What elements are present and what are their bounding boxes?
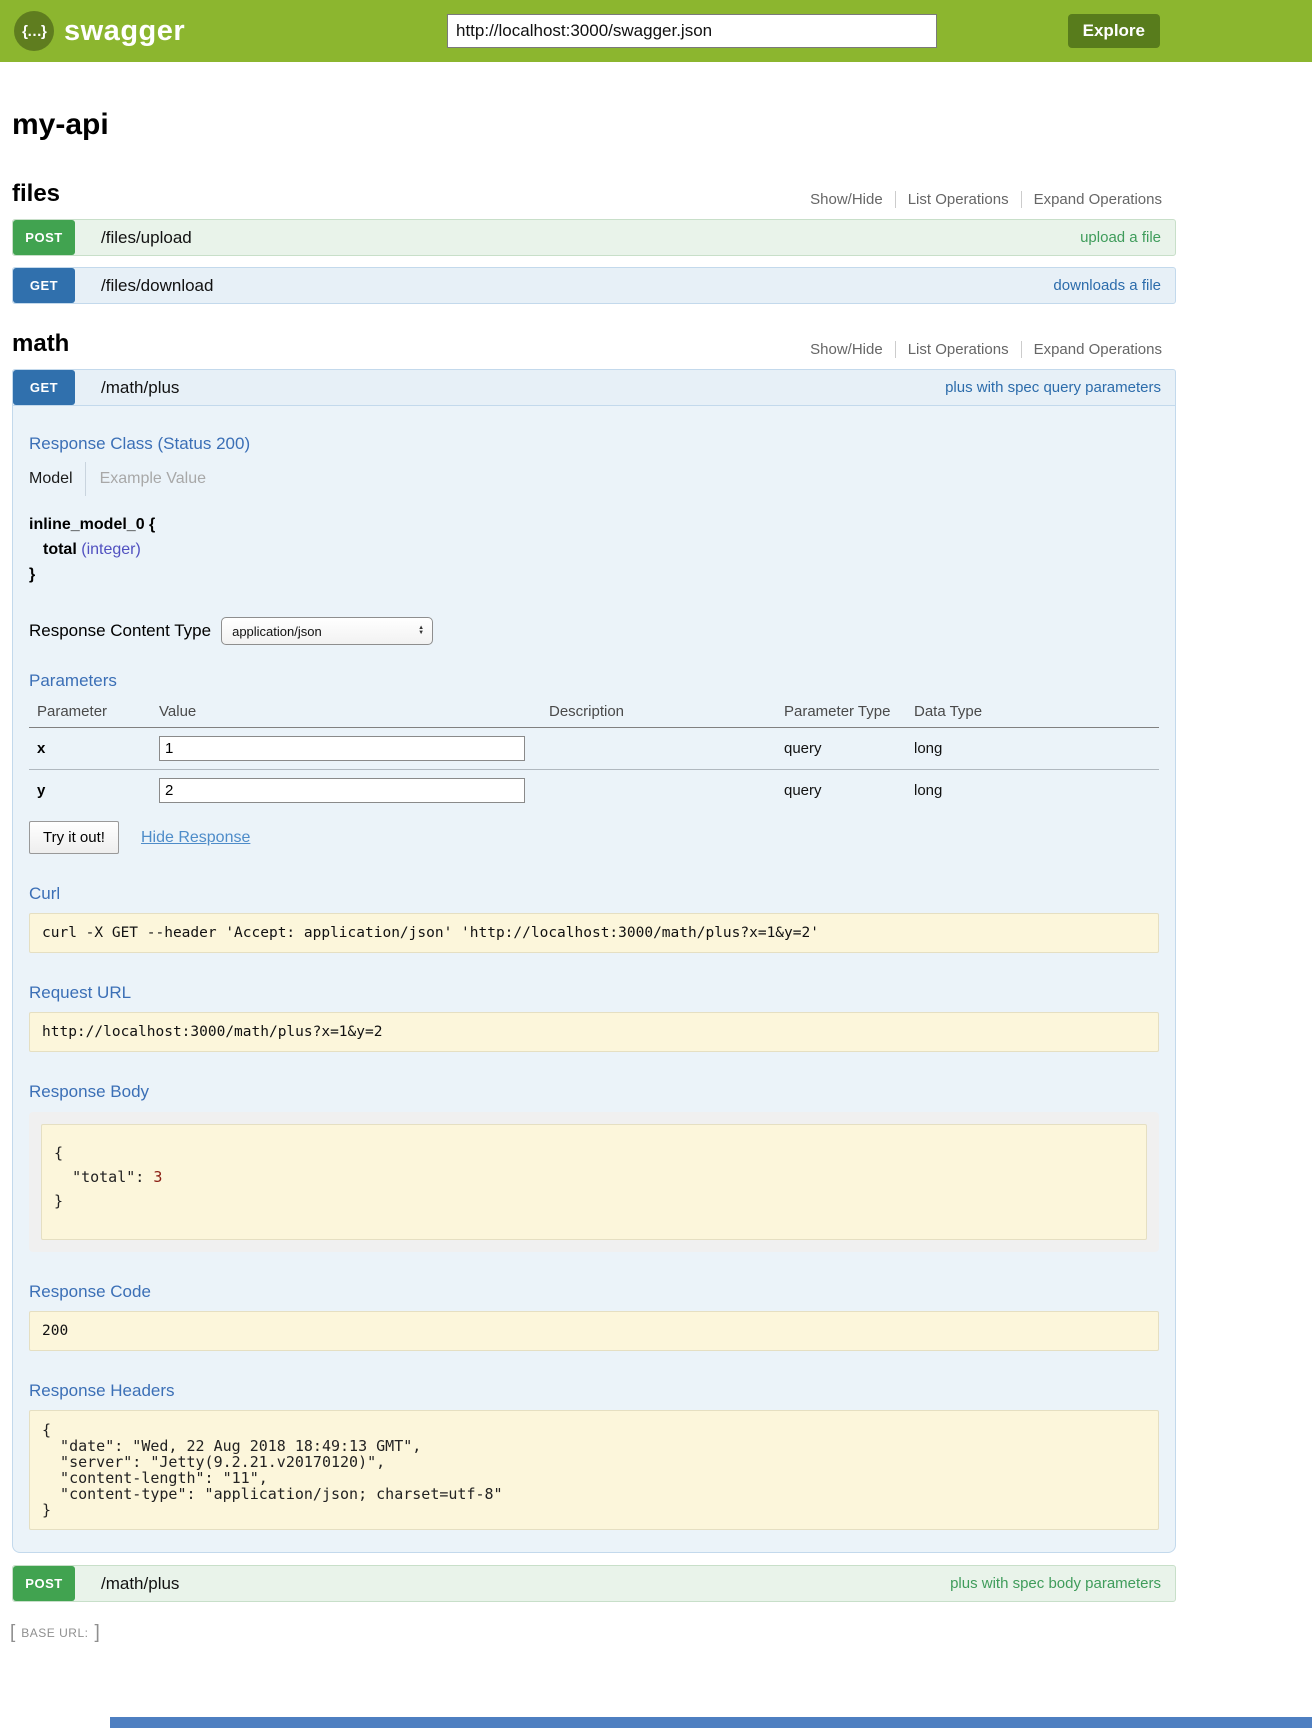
response-body-heading: Response Body (29, 1082, 150, 1101)
request-url-heading: Request URL (29, 983, 132, 1002)
swagger-logo-link[interactable]: {…} swagger (14, 11, 185, 51)
math-section: math Show/Hide List Operations Expand Op… (12, 330, 1176, 1602)
response-body-wrapper: { "total": 3 } (29, 1112, 1159, 1252)
files-section: files Show/Hide List Operations Expand O… (12, 180, 1176, 304)
model-prop-type: (integer) (81, 541, 141, 558)
param-x-input[interactable] (159, 736, 525, 761)
base-url-footer: [ BASE URL: ] (10, 1622, 1312, 1644)
divider (894, 341, 896, 358)
param-name: y (37, 782, 46, 799)
param-name: x (37, 740, 46, 757)
model-close: } (29, 566, 36, 583)
response-headers-heading: Response Headers (29, 1381, 175, 1400)
curl-command: curl -X GET --header 'Accept: applicatio… (29, 913, 1159, 953)
model-signature: inline_model_0 { total (integer) } (29, 512, 1159, 587)
request-url-value: http://localhost:3000/math/plus?x=1&y=2 (29, 1012, 1159, 1052)
col-parameter-type: Parameter Type (784, 703, 891, 720)
response-headers-box: { "date": "Wed, 22 Aug 2018 18:49:13 GMT… (29, 1410, 1159, 1530)
model-prop-name: total (43, 541, 77, 558)
parameters-heading: Parameters (29, 671, 117, 690)
curl-heading: Curl (29, 884, 61, 903)
param-type: query (784, 782, 822, 799)
partial-blue-bar (110, 1717, 1312, 1728)
operation-row-get-files-download[interactable]: GET /files/download downloads a file (12, 267, 1176, 304)
method-badge-post: POST (13, 220, 75, 255)
list-operations-link[interactable]: List Operations (907, 341, 1009, 358)
response-code-value: 200 (29, 1311, 1159, 1351)
list-operations-link[interactable]: List Operations (907, 191, 1009, 208)
operation-path-link[interactable]: /files/upload (101, 227, 192, 247)
spec-url-input[interactable] (447, 14, 937, 48)
operation-row-post-files-upload[interactable]: POST /files/upload upload a file (12, 219, 1176, 256)
bracket-close: ] (94, 1622, 100, 1643)
response-code-heading: Response Code (29, 1282, 151, 1301)
col-data-type: Data Type (914, 703, 983, 720)
operation-path-link[interactable]: /files/download (101, 275, 214, 295)
tab-model[interactable]: Model (29, 470, 73, 487)
header-bar: {…} swagger Explore (0, 0, 1312, 62)
base-url-label: BASE URL: (21, 1626, 89, 1640)
tab-example-value[interactable]: Example Value (84, 462, 206, 496)
brand-name: swagger (64, 14, 186, 47)
parameters-table: Parameter Value Description Parameter Ty… (29, 699, 1159, 811)
param-type: query (784, 740, 822, 757)
page-title: my-api (12, 108, 109, 141)
col-description: Description (549, 703, 625, 720)
section-title-math: math (12, 330, 70, 357)
operation-expanded-panel: Response Class (Status 200) Model Exampl… (12, 406, 1176, 1553)
section-title-files: files (12, 180, 61, 207)
parameters-table-header: Parameter Value Description Parameter Ty… (29, 699, 1159, 728)
method-badge-get: GET (13, 370, 75, 405)
swagger-brace-icon: {…} (14, 11, 54, 51)
method-badge-get: GET (13, 268, 75, 303)
show-hide-link[interactable]: Show/Hide (810, 191, 883, 208)
operation-summary-link[interactable]: upload a file (1080, 229, 1161, 246)
param-y-input[interactable] (159, 778, 525, 803)
method-badge-post: POST (13, 1566, 75, 1601)
operation-summary-link[interactable]: downloads a file (1053, 277, 1161, 294)
operation-summary-link[interactable]: plus with spec body parameters (950, 1575, 1161, 1592)
param-data-type: long (914, 740, 943, 757)
operation-path-link[interactable]: /math/plus (101, 377, 180, 397)
divider (1020, 341, 1022, 358)
model-open: inline_model_0 { (29, 516, 156, 533)
show-hide-link[interactable]: Show/Hide (810, 341, 883, 358)
try-it-out-button[interactable]: Try it out! (29, 821, 119, 854)
divider (894, 191, 896, 208)
operation-row-post-math-plus[interactable]: POST /math/plus plus with spec body para… (12, 1565, 1176, 1602)
param-data-type: long (914, 782, 943, 799)
operation-row-get-math-plus[interactable]: GET /math/plus plus with spec query para… (12, 369, 1176, 406)
expand-operations-link[interactable]: Expand Operations (1033, 341, 1162, 358)
col-value: Value (159, 703, 197, 720)
expand-operations-link[interactable]: Expand Operations (1033, 191, 1162, 208)
divider (1020, 191, 1022, 208)
response-content-type-select[interactable]: application/json ▲ ▼ (221, 617, 434, 645)
parameter-row-y: y query long (29, 769, 1159, 811)
col-parameter: Parameter (37, 703, 108, 720)
bracket-open: [ (10, 1622, 16, 1643)
response-headers-json: { "date": "Wed, 22 Aug 2018 18:49:13 GMT… (42, 1421, 503, 1519)
response-class-heading: Response Class (Status 200) (29, 434, 251, 453)
explore-button[interactable]: Explore (1067, 14, 1160, 48)
select-arrows-icon: ▲ ▼ (418, 625, 425, 636)
response-content-type-label: Response Content Type (29, 621, 212, 640)
operation-path-link[interactable]: /math/plus (101, 1573, 180, 1593)
hide-response-link[interactable]: Hide Response (140, 828, 251, 846)
operation-summary-link[interactable]: plus with spec query parameters (945, 379, 1161, 396)
response-body-box: { "total": 3 } (41, 1124, 1147, 1240)
parameter-row-x: x query long (29, 728, 1159, 769)
